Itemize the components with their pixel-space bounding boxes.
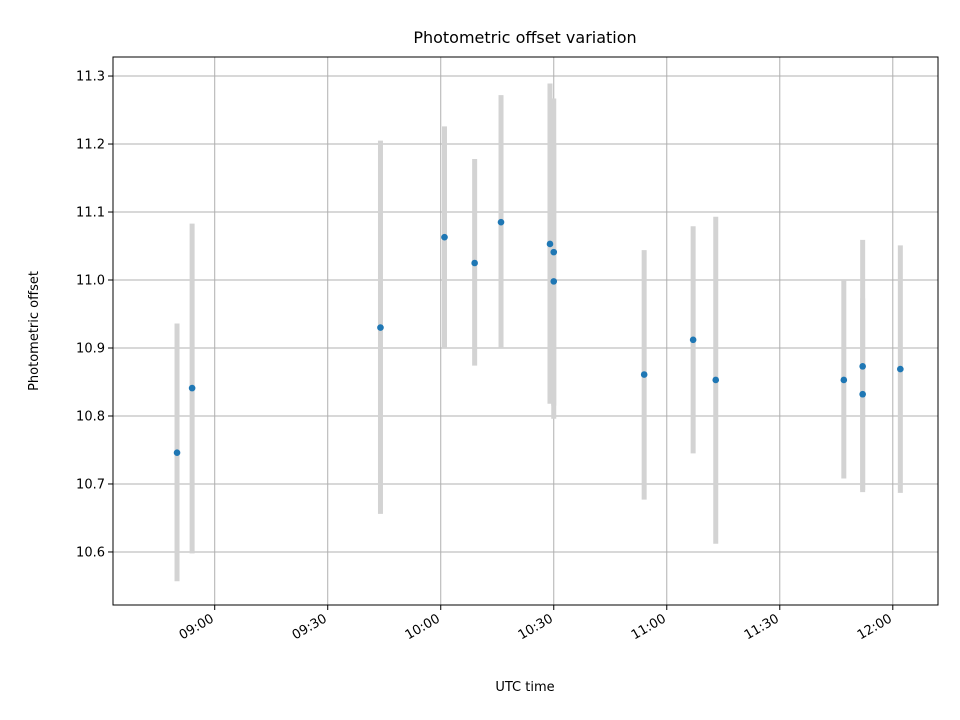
data-point [550, 278, 558, 285]
data-point [840, 376, 848, 384]
data-point [712, 376, 720, 384]
y-tick-label: 10.9 [76, 341, 105, 356]
y-tick-label: 11.3 [76, 70, 105, 85]
plot-area [113, 57, 938, 605]
data-point [546, 240, 554, 248]
y-tick-label: 10.8 [76, 409, 105, 424]
y-tick-label: 11.2 [76, 138, 105, 153]
data-point [689, 336, 697, 344]
data-point [640, 371, 648, 378]
y-tick-label: 11.0 [76, 274, 105, 289]
y-axis-label: Photometric offset [27, 271, 42, 391]
data-point [377, 324, 384, 331]
x-axis-label: UTC time [495, 680, 554, 695]
y-tick-label: 11.1 [76, 206, 105, 221]
data-point [471, 259, 478, 267]
data-point [859, 363, 866, 370]
data-point [173, 449, 181, 457]
y-axis: 10.6 10.7 10.8 10.9 11.0 11.1 11.2 11.3 [76, 70, 113, 560]
grid [113, 57, 938, 605]
data-points [173, 218, 904, 457]
data-point [497, 218, 505, 226]
y-tick-label: 10.6 [76, 545, 105, 560]
data-point [550, 248, 558, 256]
plot-frame [112, 56, 939, 606]
y-tick-label: 10.7 [76, 477, 105, 492]
data-point [897, 365, 904, 373]
chart-title: Photometric offset variation [413, 28, 636, 47]
data-point [859, 390, 866, 398]
data-point [441, 233, 448, 241]
data-point [188, 384, 196, 392]
